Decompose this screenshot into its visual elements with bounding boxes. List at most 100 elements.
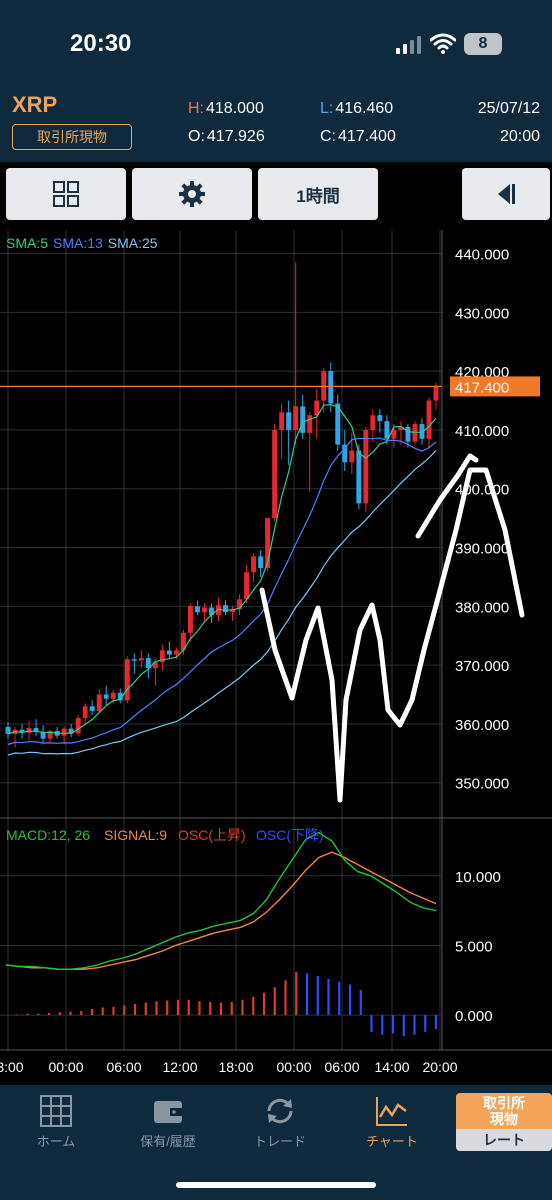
wallet-icon <box>154 1101 182 1123</box>
candle-body <box>433 386 439 401</box>
tab-chart-label: チャート <box>366 1134 418 1149</box>
y-tick-label: 350.000 <box>455 776 509 793</box>
candle-body <box>117 692 123 701</box>
candle-body <box>33 728 39 733</box>
x-tick-label: 14:00 <box>374 1059 409 1075</box>
cellular-signal-icon <box>396 36 422 54</box>
candle-body <box>131 659 137 661</box>
rate-button-line: 取引所 <box>483 1095 525 1111</box>
candle-body <box>272 429 278 519</box>
candle-body <box>61 728 67 736</box>
skip-end-icon <box>498 184 515 204</box>
candle-body <box>124 659 130 701</box>
tab-holdings-label: 保有/履歴 <box>140 1134 196 1149</box>
rate-button-label: レート <box>456 1129 552 1151</box>
candle-body <box>159 650 165 663</box>
market-badge: 取引所現物 <box>12 124 132 150</box>
candle-body <box>335 403 341 445</box>
y-tick-label: 370.000 <box>455 658 509 675</box>
candle-body <box>377 415 383 422</box>
y-tick-label: 390.000 <box>455 541 509 558</box>
chart-area[interactable]: 440.000 430.000 420.000 410.000 400.000 390.0… <box>0 230 552 1085</box>
candle-body <box>209 607 214 616</box>
settings-button[interactable] <box>132 168 252 220</box>
candle-body <box>82 706 88 719</box>
layout-button[interactable] <box>6 168 126 220</box>
candle-body <box>96 694 102 711</box>
x-tick-label: :3:00 <box>0 1059 24 1075</box>
candle-body <box>419 424 425 439</box>
tab-trade[interactable]: トレード <box>230 1095 330 1150</box>
candle-body <box>216 605 221 616</box>
jump-latest-button[interactable] <box>462 168 550 220</box>
tab-chart[interactable]: チャート <box>342 1095 442 1150</box>
y-tick-label: 0.000 <box>455 1008 493 1025</box>
candle-date: 25/07/12 <box>477 100 540 117</box>
macd-legend-label: SIGNAL:9 <box>104 827 167 843</box>
refresh-icon <box>267 1098 293 1124</box>
grid-icon <box>40 1095 72 1127</box>
candle-body <box>237 599 242 610</box>
x-tick-label: 06:00 <box>106 1059 141 1075</box>
candle-body <box>426 400 432 439</box>
tab-trade-label: トレード <box>253 1134 306 1149</box>
rate-button-market: 取引所 現物 <box>456 1093 552 1129</box>
ticker-header: XRP 取引所現物 H: 418.000 L: 416.460 O: 417.926 … <box>0 80 552 162</box>
candle-body <box>279 412 285 430</box>
macd-legend-label: OSC(上昇) <box>178 827 246 843</box>
y-tick-label: 430.000 <box>455 305 509 322</box>
candle-body <box>258 556 264 569</box>
candle-body <box>103 694 109 699</box>
candle-body <box>223 605 228 613</box>
candle-body <box>68 728 74 734</box>
gear-icon <box>179 181 205 207</box>
candle-body <box>342 444 348 463</box>
candle-body <box>19 729 25 733</box>
candle-body <box>47 730 53 739</box>
x-tick-label: 06:00 <box>324 1059 359 1075</box>
candle-body <box>286 412 292 430</box>
macd-line <box>5 831 437 970</box>
candle-body <box>202 607 207 613</box>
sma-legend-label: SMA:13 <box>53 235 103 251</box>
candle-body <box>293 406 299 430</box>
sma-line <box>7 403 437 735</box>
candle-body <box>405 426 411 442</box>
current-price-badge <box>450 376 540 397</box>
sma-legend-label: SMA:25 <box>108 235 158 251</box>
candle-body <box>187 606 193 633</box>
price-chart[interactable]: 440.000430.000420.000410.000400.000390.0… <box>0 230 552 1085</box>
x-tick-label: 00:00 <box>276 1059 311 1075</box>
interval-button[interactable]: 1時間 <box>258 168 378 220</box>
y-tick-label: 5.000 <box>455 938 493 955</box>
tab-holdings[interactable]: 保有/履歴 <box>118 1095 218 1150</box>
y-tick-label: 440.000 <box>455 247 509 264</box>
rate-button[interactable]: 取引所 現物 レート <box>456 1093 552 1151</box>
candle-body <box>363 429 369 504</box>
candle-body <box>152 662 158 669</box>
sma-line <box>7 437 437 746</box>
handwritten-annotation <box>259 467 525 803</box>
symbol-label: XRP <box>12 92 58 117</box>
x-tick-label: 20:00 <box>422 1059 457 1075</box>
macd-legend-label: OSC(下降) <box>256 827 324 843</box>
candle-body <box>307 415 313 433</box>
y-tick-label: 360.000 <box>455 717 509 734</box>
current-price-label: 417.400 <box>455 379 509 396</box>
candle-body <box>300 406 306 433</box>
candle-body <box>75 718 81 734</box>
x-tick-label: 18:00 <box>218 1059 253 1075</box>
candle-body <box>370 415 376 430</box>
tab-home[interactable]: ホーム <box>6 1095 106 1150</box>
chart-toolbar: 1時間 <box>0 162 552 230</box>
y-tick-label: 10.000 <box>455 869 501 886</box>
candle-body <box>40 732 46 739</box>
y-tick-label: 410.000 <box>455 423 509 440</box>
wifi-icon <box>430 33 456 54</box>
y-tick-label: 380.000 <box>455 599 509 616</box>
battery-icon: 8 <box>464 33 502 55</box>
candle-body <box>251 556 257 573</box>
candle-body <box>391 429 397 439</box>
candle-body <box>328 371 334 404</box>
candle-body <box>110 692 116 699</box>
